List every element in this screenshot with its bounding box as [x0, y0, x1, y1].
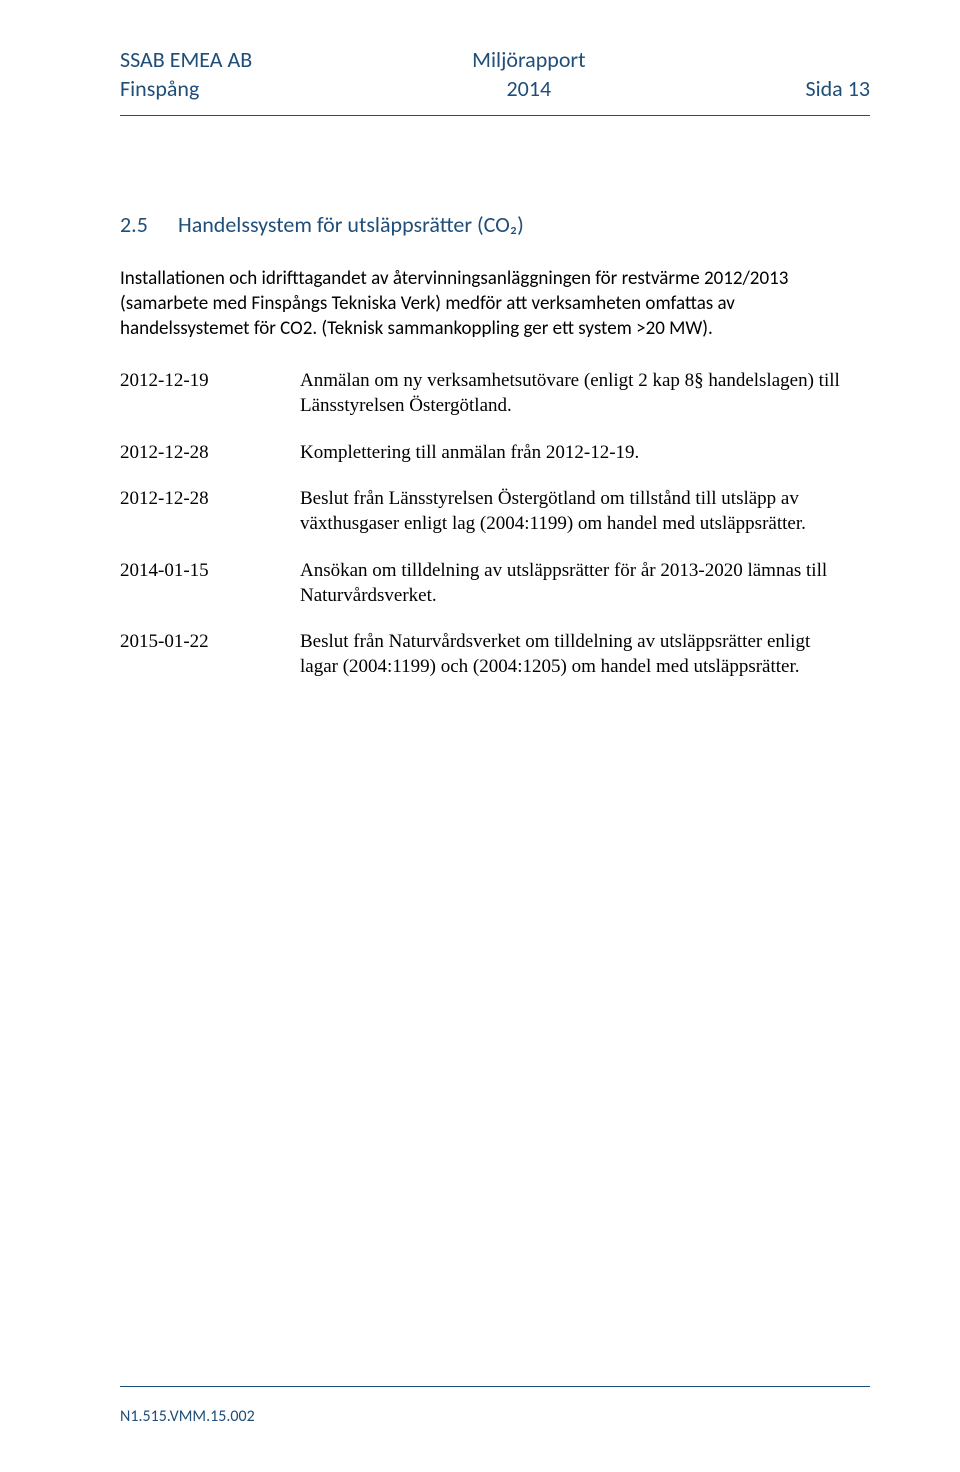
page: SSAB EMEA AB Finspång Miljörapport 2014 …	[0, 0, 960, 1472]
header-location: Finspång	[120, 75, 252, 104]
entry-date: 2014-01-15	[120, 559, 300, 584]
header-right: Sida 13	[805, 46, 870, 103]
entry-date: 2012-12-28	[120, 441, 300, 466]
page-footer: N1.515.VMM.15.002	[120, 1386, 870, 1426]
entry-description: Ansökan om tilldelning av utsläppsrätter…	[300, 559, 845, 608]
header-left: SSAB EMEA AB Finspång	[120, 46, 252, 103]
header-page-number: Sida 13	[805, 75, 870, 104]
page-header: SSAB EMEA AB Finspång Miljörapport 2014 …	[120, 46, 870, 113]
footer-doc-id: N1.515.VMM.15.002	[120, 1407, 870, 1426]
section-title: Handelssystem för utsläppsrätter (CO₂)	[178, 211, 524, 238]
entry-description: Beslut från Länsstyrelsen Östergötland o…	[300, 487, 845, 536]
entry-date: 2012-12-28	[120, 487, 300, 512]
entry-description: Anmälan om ny verksamhetsutövare (enligt…	[300, 369, 845, 418]
header-company: SSAB EMEA AB	[120, 46, 252, 75]
header-year: 2014	[252, 75, 805, 104]
intro-paragraph: Installationen och idrifttagandet av åte…	[120, 266, 840, 341]
list-item: 2012-12-19 Anmälan om ny verksamhetsutöv…	[120, 369, 870, 418]
list-item: 2012-12-28 Beslut från Länsstyrelsen Öst…	[120, 487, 870, 536]
list-item: 2014-01-15 Ansökan om tilldelning av uts…	[120, 559, 870, 608]
header-center: Miljörapport 2014	[252, 46, 805, 103]
header-doc-title: Miljörapport	[252, 46, 805, 75]
footer-rule	[120, 1386, 870, 1387]
entry-description: Beslut från Naturvårdsverket om tilldeln…	[300, 630, 845, 679]
entry-date: 2015-01-22	[120, 630, 300, 655]
section-number: 2.5	[120, 211, 178, 238]
list-item: 2015-01-22 Beslut från Naturvårdsverket …	[120, 630, 870, 679]
section-heading: 2.5 Handelssystem för utsläppsrätter (CO…	[120, 211, 870, 238]
entry-date: 2012-12-19	[120, 369, 300, 394]
list-item: 2012-12-28 Komplettering till anmälan fr…	[120, 441, 870, 466]
entry-description: Komplettering till anmälan från 2012-12-…	[300, 441, 845, 466]
header-rule	[120, 115, 870, 116]
entries-list: 2012-12-19 Anmälan om ny verksamhetsutöv…	[120, 369, 870, 679]
